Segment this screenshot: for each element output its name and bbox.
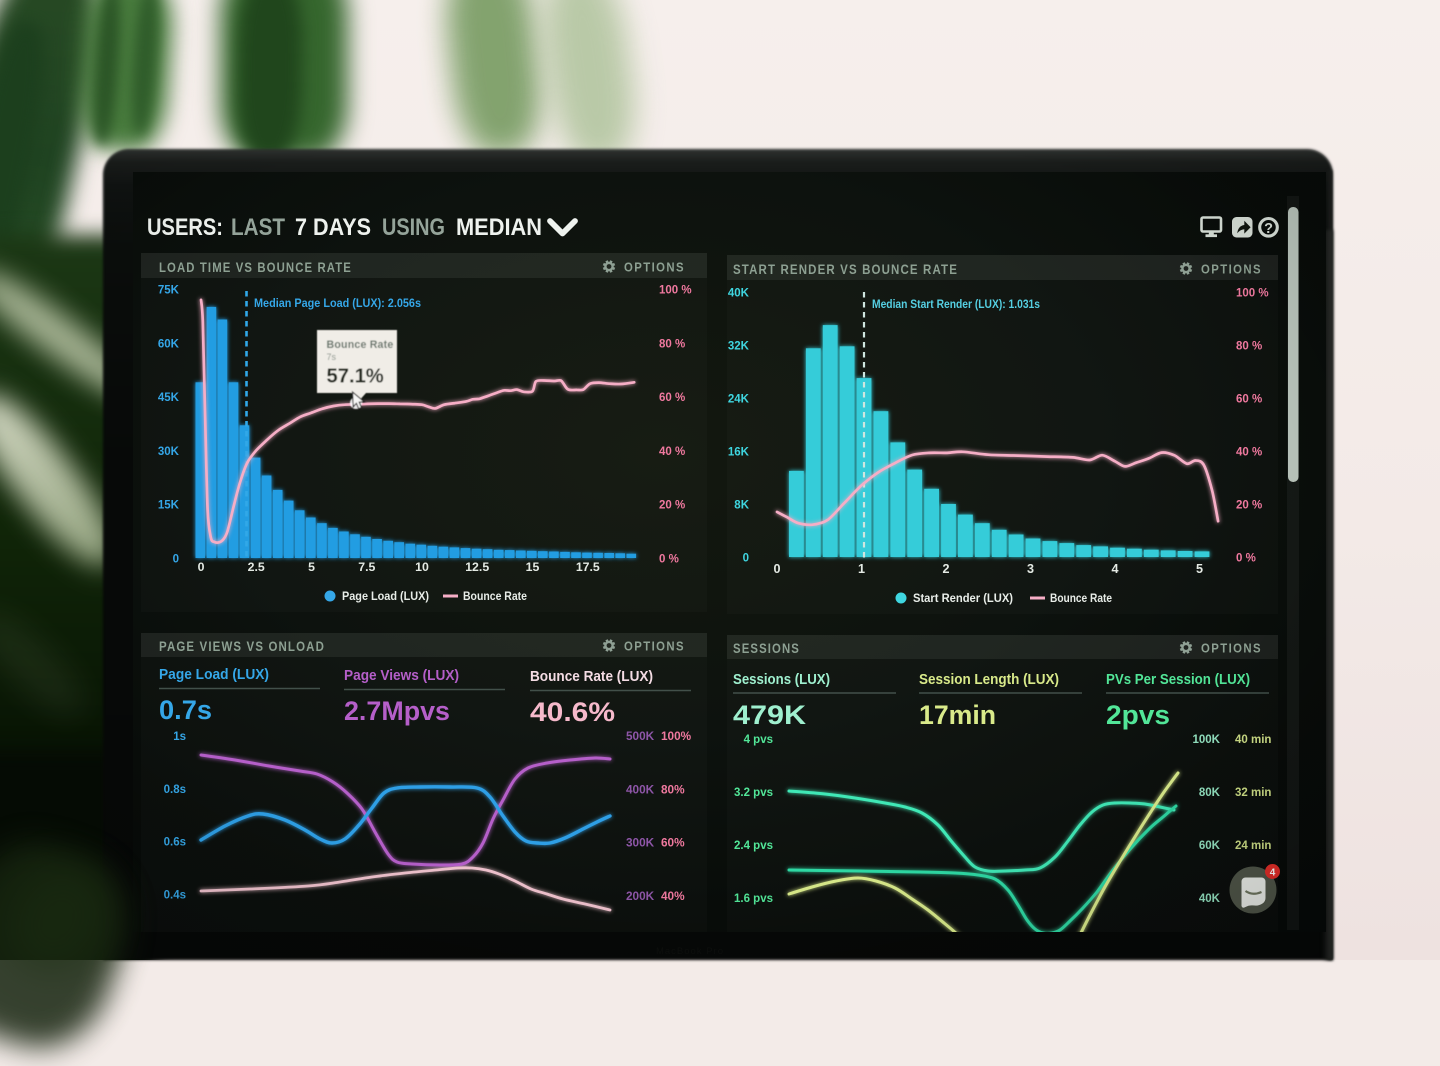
svg-text:4 pvs: 4 pvs <box>744 734 773 746</box>
svg-text:400K: 400K <box>626 782 655 796</box>
svg-text:60%: 60% <box>661 836 685 850</box>
svg-text:45K: 45K <box>158 392 180 404</box>
svg-text:40 min: 40 min <box>1235 734 1271 746</box>
svg-text:80 %: 80 % <box>659 338 685 350</box>
svg-text:20 %: 20 % <box>1236 500 1262 512</box>
svg-text:1: 1 <box>858 562 865 576</box>
svg-text:OPTIONS: OPTIONS <box>1201 641 1262 656</box>
svg-text:START RENDER VS BOUNCE RATE: START RENDER VS BOUNCE RATE <box>733 262 958 278</box>
svg-text:3.2 pvs: 3.2 pvs <box>734 787 773 799</box>
svg-text:40K: 40K <box>1199 893 1221 905</box>
svg-text:0.6s: 0.6s <box>164 837 186 849</box>
svg-text:7 DAYS: 7 DAYS <box>295 214 371 241</box>
svg-text:USING: USING <box>382 214 445 241</box>
svg-text:2pvs: 2pvs <box>1106 700 1170 730</box>
svg-text:80K: 80K <box>1199 787 1221 799</box>
svg-text:2.5: 2.5 <box>248 560 265 574</box>
svg-text:Bounce Rate: Bounce Rate <box>1050 591 1112 605</box>
svg-text:10: 10 <box>415 560 429 574</box>
svg-text:?: ? <box>1264 221 1273 237</box>
svg-text:24K: 24K <box>728 394 750 406</box>
svg-text:40K: 40K <box>728 288 750 300</box>
svg-text:3: 3 <box>1027 562 1034 576</box>
svg-text:32 min: 32 min <box>1235 787 1271 799</box>
svg-text:40.6%: 40.6% <box>530 697 615 727</box>
svg-text:60 %: 60 % <box>1236 394 1262 406</box>
svg-text:7.5: 7.5 <box>358 560 375 574</box>
svg-text:479K: 479K <box>733 700 807 730</box>
svg-text:PVs Per Session (LUX): PVs Per Session (LUX) <box>1106 672 1250 688</box>
svg-text:Bounce Rate: Bounce Rate <box>327 339 394 351</box>
svg-text:75K: 75K <box>158 285 180 297</box>
svg-text:Median Start Render (LUX): 1.0: Median Start Render (LUX): 1.031s <box>872 297 1040 311</box>
svg-text:5: 5 <box>308 560 315 574</box>
svg-text:4: 4 <box>1111 562 1118 576</box>
svg-text:0: 0 <box>743 553 749 565</box>
svg-text:0.7s: 0.7s <box>159 695 212 725</box>
svg-text:MacBook Pro: MacBook Pro <box>656 946 724 957</box>
svg-text:100 %: 100 % <box>1236 288 1269 300</box>
svg-text:0 %: 0 % <box>1236 553 1256 565</box>
svg-text:15: 15 <box>526 560 540 574</box>
svg-text:Bounce Rate: Bounce Rate <box>463 589 527 603</box>
svg-text:OPTIONS: OPTIONS <box>1201 262 1262 277</box>
svg-text:20 %: 20 % <box>659 500 685 512</box>
svg-text:Bounce Rate (LUX): Bounce Rate (LUX) <box>530 669 653 685</box>
svg-text:0: 0 <box>173 554 179 566</box>
svg-text:LOAD TIME VS BOUNCE RATE: LOAD TIME VS BOUNCE RATE <box>159 260 352 276</box>
svg-text:7s: 7s <box>327 352 337 362</box>
svg-text:2.4 pvs: 2.4 pvs <box>734 840 773 852</box>
svg-text:MEDIAN: MEDIAN <box>456 214 542 241</box>
svg-text:OPTIONS: OPTIONS <box>624 260 685 275</box>
svg-text:30K: 30K <box>158 446 180 458</box>
svg-text:Page Load (LUX): Page Load (LUX) <box>342 589 429 603</box>
svg-text:Page Views (LUX): Page Views (LUX) <box>344 668 459 684</box>
svg-text:100K: 100K <box>1193 734 1221 746</box>
svg-text:4: 4 <box>1270 868 1276 879</box>
svg-text:60K: 60K <box>158 338 180 350</box>
svg-text:0 %: 0 % <box>659 554 679 566</box>
svg-text:1.6 pvs: 1.6 pvs <box>734 893 773 905</box>
svg-text:1s: 1s <box>173 731 186 743</box>
svg-text:57.1%: 57.1% <box>327 366 384 388</box>
svg-text:0: 0 <box>773 562 780 576</box>
svg-text:500K: 500K <box>626 729 655 743</box>
svg-text:40%: 40% <box>661 889 685 903</box>
svg-text:12.5: 12.5 <box>465 560 489 574</box>
svg-text:LAST: LAST <box>231 214 285 241</box>
svg-text:16K: 16K <box>728 447 750 459</box>
svg-text:8K: 8K <box>734 500 749 512</box>
svg-text:80 %: 80 % <box>1236 341 1262 353</box>
svg-text:100 %: 100 % <box>659 285 692 297</box>
svg-text:SESSIONS: SESSIONS <box>733 641 800 657</box>
svg-text:40 %: 40 % <box>1236 447 1262 459</box>
svg-text:17.5: 17.5 <box>576 560 600 574</box>
svg-text:Median Page Load (LUX): 2.056s: Median Page Load (LUX): 2.056s <box>254 296 421 310</box>
svg-text:60 %: 60 % <box>659 392 685 404</box>
svg-text:OPTIONS: OPTIONS <box>624 639 685 654</box>
svg-text:40 %: 40 % <box>659 446 685 458</box>
svg-text:0: 0 <box>198 560 205 574</box>
svg-text:15K: 15K <box>158 500 180 512</box>
svg-text:PAGE VIEWS VS ONLOAD: PAGE VIEWS VS ONLOAD <box>159 639 325 655</box>
svg-text:Page Load (LUX): Page Load (LUX) <box>159 667 269 683</box>
svg-text:100%: 100% <box>661 729 692 743</box>
svg-text:60K: 60K <box>1199 840 1221 852</box>
svg-text:2: 2 <box>942 562 949 576</box>
svg-text:24 min: 24 min <box>1235 840 1271 852</box>
svg-text:0.4s: 0.4s <box>164 889 186 901</box>
svg-text:300K: 300K <box>626 836 655 850</box>
svg-text:5: 5 <box>1196 562 1203 576</box>
svg-text:USERS:: USERS: <box>147 214 223 241</box>
svg-text:32K: 32K <box>728 341 750 353</box>
svg-text:Sessions (LUX): Sessions (LUX) <box>733 672 830 688</box>
svg-text:80%: 80% <box>661 782 685 796</box>
svg-text:17min: 17min <box>919 700 996 730</box>
svg-text:Start Render (LUX): Start Render (LUX) <box>913 591 1013 605</box>
svg-text:2.7Mpvs: 2.7Mpvs <box>344 696 450 726</box>
svg-text:Session Length (LUX): Session Length (LUX) <box>919 672 1059 688</box>
svg-text:200K: 200K <box>626 889 655 903</box>
svg-text:0.8s: 0.8s <box>164 784 186 796</box>
